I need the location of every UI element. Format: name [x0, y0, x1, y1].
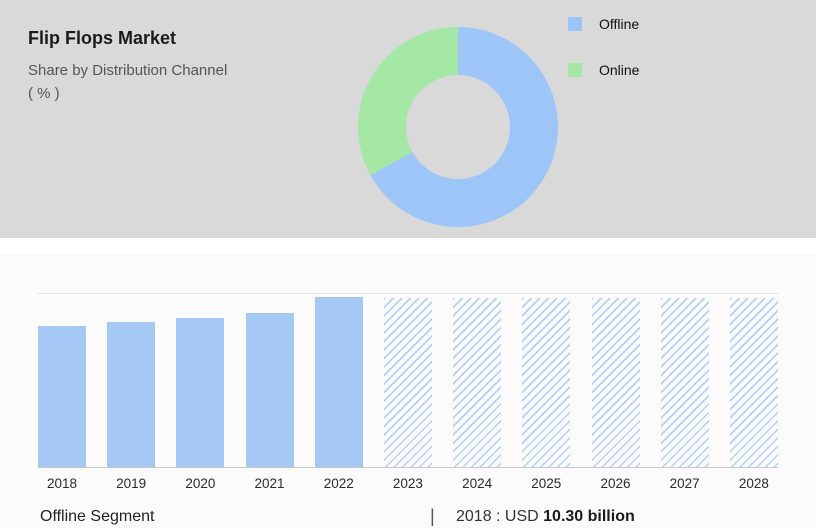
segment-value: 2018 : USD 10.30 billion	[456, 508, 635, 526]
donut-hole	[406, 75, 510, 179]
bar-chart-panel: 2018 2019 2020 2021 2022 2023 2024 2025 2026 2027…	[0, 254, 816, 528]
x-label-2025: 2025	[531, 476, 562, 491]
chart-legend: Offline Online	[568, 16, 639, 108]
bar-2028	[729, 298, 778, 467]
x-label-2022: 2022	[323, 476, 354, 491]
subtitle-line1: Share by Distribution Channel	[28, 62, 228, 79]
bar-2019	[107, 322, 156, 467]
x-label-2019: 2019	[116, 476, 147, 491]
bar-2018	[38, 326, 86, 467]
x-label-2028: 2028	[738, 476, 769, 491]
legend-label-online: Online	[599, 62, 640, 78]
title-block: Flip Flops Market Share by Distribution …	[28, 28, 328, 106]
bar-2027	[660, 298, 709, 467]
bar-2023	[383, 298, 432, 467]
bar-2022	[314, 297, 363, 467]
value-amount: 10.30 billion	[543, 508, 635, 525]
bar-2021	[245, 313, 294, 467]
share-panel: Flip Flops Market Share by Distribution …	[0, 0, 816, 238]
x-label-2020: 2020	[185, 476, 216, 491]
value-prefix: 2018 : USD	[456, 508, 544, 525]
x-label-2027: 2027	[669, 476, 700, 491]
donut-chart	[358, 27, 558, 227]
bar-plot	[38, 293, 778, 468]
online-swatch-icon	[568, 63, 582, 77]
segment-label: Offline Segment	[40, 508, 155, 525]
x-label-2023: 2023	[392, 476, 423, 491]
bar-2024	[453, 298, 502, 467]
legend-item-offline: Offline	[568, 16, 639, 32]
subtitle-line2: ( % )	[28, 85, 60, 103]
page-title: Flip Flops Market	[28, 28, 177, 48]
bar-2020	[176, 318, 225, 467]
x-axis-labels: 2018 2019 2020 2021 2022 2023 2024 2025 2026 2027…	[38, 476, 778, 491]
x-label-2021: 2021	[254, 476, 285, 491]
caption-row: Offline Segment | 2018 : USD 10.30 billi…	[0, 506, 816, 528]
bar-2026	[591, 298, 640, 467]
x-label-2018: 2018	[46, 476, 78, 491]
offline-swatch-icon	[568, 17, 582, 31]
x-label-2024: 2024	[462, 476, 493, 491]
legend-item-online: Online	[568, 62, 639, 78]
page-subtitle: Share by Distribution Channel ( % )	[28, 59, 328, 106]
caption-separator: |	[430, 506, 435, 526]
x-label-2026: 2026	[600, 476, 631, 491]
legend-label-offline: Offline	[599, 16, 640, 32]
bar-2025	[522, 298, 571, 467]
